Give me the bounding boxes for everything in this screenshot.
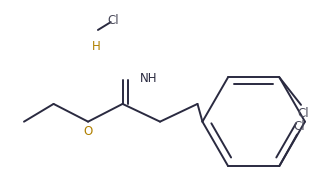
Text: Cl: Cl (297, 107, 309, 120)
Text: NH: NH (140, 72, 158, 85)
Text: Cl: Cl (107, 14, 119, 27)
Text: Cl: Cl (293, 120, 305, 132)
Text: H: H (92, 40, 100, 53)
Text: O: O (83, 125, 93, 138)
